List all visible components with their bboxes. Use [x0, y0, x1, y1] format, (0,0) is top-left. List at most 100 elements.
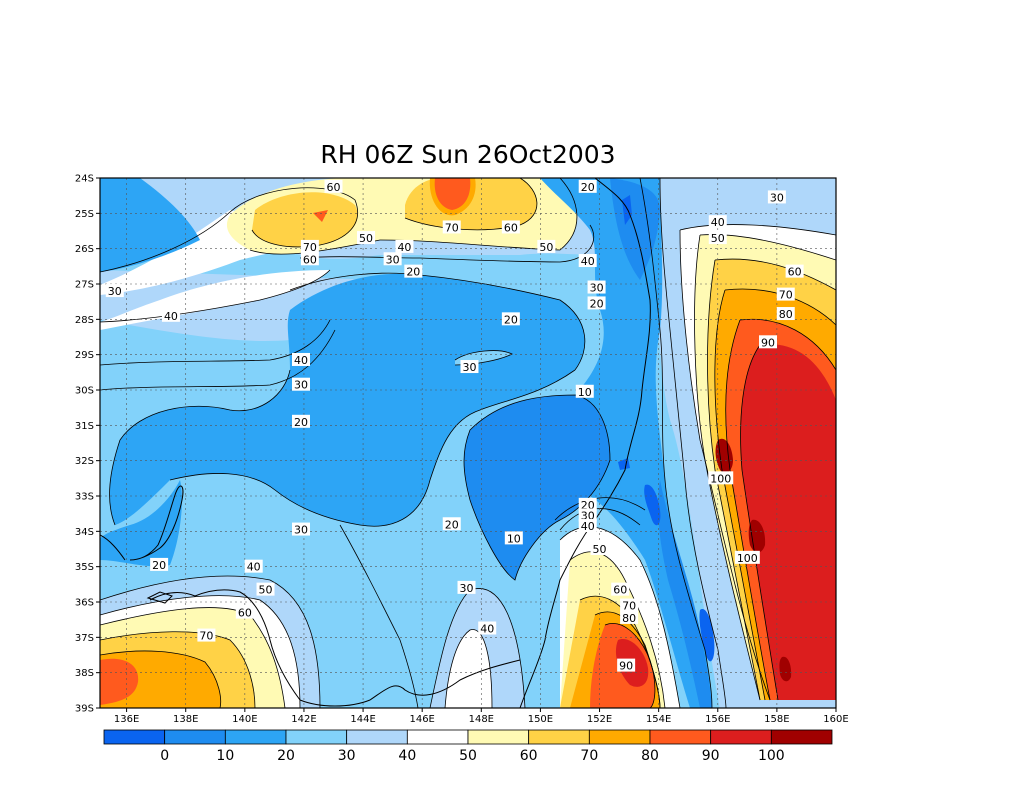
lon-tick-label: 140E: [232, 714, 257, 725]
lat-tick-label: 28S: [75, 315, 94, 326]
contour-label-bg: [291, 522, 310, 536]
lon-tick-label: 136E: [114, 714, 139, 725]
contour-label: 50: [708, 231, 727, 245]
fill-region-0-10-4: [622, 195, 632, 225]
contour-label: 80: [776, 307, 795, 321]
lat-tick-label: 25S: [75, 209, 94, 220]
contour-label-bg: [537, 239, 556, 253]
contour-label-text: 60: [327, 181, 341, 194]
contour-label-text: 50: [593, 543, 607, 556]
contour-label-bg: [578, 254, 597, 268]
lat-tick-label: 34S: [75, 527, 94, 538]
colorbar-swatch: [588, 729, 651, 745]
colorbar-swatch: [467, 729, 530, 745]
contour-label-bg: [620, 598, 639, 612]
contour-label: 50: [537, 239, 556, 254]
contour-label-bg: [324, 179, 343, 193]
contour-label: 40: [291, 352, 310, 367]
contour-label-bg: [478, 621, 497, 635]
contour-label: 100: [734, 550, 760, 565]
contour-label-bg: [457, 580, 476, 594]
contour-line-7: [169, 369, 576, 527]
lon-tick-label: 148E: [469, 714, 494, 725]
contour-label: 40: [244, 559, 263, 574]
colorbar-swatch: [406, 729, 469, 745]
latitude-axis: 24S 25S 26S 27S 28S 29S 30S 31S 32S 33S 34S 35S 36S 3…: [75, 174, 100, 715]
contour-label-bg: [578, 519, 597, 533]
contour-label: 50: [256, 582, 275, 597]
contour-label-bg: [785, 264, 804, 278]
contour-line-42: [109, 439, 121, 526]
contour-label-text: 30: [590, 282, 604, 295]
fill-region-90-100-n: [434, 178, 471, 210]
contour-label-text: 30: [386, 253, 400, 266]
contour-label: 60: [324, 179, 343, 194]
contour-label-text: 40: [581, 255, 595, 268]
lat-tick-label: 37S: [75, 633, 94, 644]
contour-label-bg: [708, 215, 727, 229]
contour-label-bg: [105, 284, 124, 298]
contour-label: 40: [161, 308, 180, 323]
lat-tick-label: 39S: [75, 704, 94, 715]
contour-line-11: [119, 369, 291, 441]
contour-label-text: 70: [779, 289, 793, 302]
contour-label: 70: [442, 220, 461, 234]
contour-label-text: 90: [761, 336, 775, 349]
contour-label: 70: [620, 598, 639, 613]
contour-label: 80: [620, 610, 639, 625]
contour-label-bg: [460, 360, 479, 374]
contour-label-text: 30: [294, 379, 308, 392]
contour-label: 70: [197, 628, 216, 643]
contour-label: 10: [504, 531, 523, 545]
contour-label-text: 20: [152, 559, 166, 572]
contour-label-text: 40: [480, 623, 494, 636]
contour-label: 30: [291, 377, 310, 392]
contour-label: 70: [776, 287, 795, 302]
contour-label-bg: [611, 582, 630, 596]
contour-line-10: [100, 329, 336, 391]
contour-label-text: 60: [238, 607, 252, 620]
lon-tick-label: 152E: [587, 714, 612, 725]
contour-label-bg: [291, 352, 310, 366]
contour-line-21: [714, 289, 766, 701]
contour-label-bg: [504, 531, 523, 545]
colorbar-swatch: [224, 729, 287, 745]
contour-label: 90: [759, 335, 778, 349]
contour-label: 40: [578, 519, 597, 533]
contour-line-23: [740, 344, 779, 701]
contour-label-bg: [357, 231, 376, 245]
contour-line-18: [679, 229, 771, 701]
contour-label-text: 20: [445, 518, 459, 531]
contour-label-text: 20: [504, 313, 518, 326]
contour-line-37: [100, 631, 256, 708]
colorbar-label: 70: [580, 748, 598, 764]
colorbar-label: 40: [398, 748, 416, 764]
colorbar-swatch: [346, 729, 408, 745]
contour-label-bg: [578, 179, 597, 193]
contour-label: 20: [442, 517, 461, 531]
contour-label-text: 40: [397, 241, 411, 254]
contour-label-bg: [235, 605, 254, 619]
contour-line-12: [463, 394, 611, 581]
contour-label-text: 40: [247, 561, 261, 574]
contour-label-bg: [734, 550, 760, 564]
contour-label-bg: [442, 517, 461, 531]
contour-line-24: [714, 258, 836, 291]
contour-label: 30: [383, 252, 402, 266]
contour-label: 90: [617, 658, 636, 673]
lat-tick-label: 26S: [75, 244, 94, 255]
colorbar-label: 80: [641, 748, 659, 764]
contour-line-26: [739, 318, 836, 371]
contour-label-text: 50: [711, 232, 725, 245]
contour-label-text: 80: [622, 612, 636, 625]
contour-label: 100: [708, 471, 734, 485]
contour-label-bg: [620, 610, 639, 624]
contour-label: 60: [235, 605, 254, 620]
contour-label-bg: [708, 471, 734, 485]
colorbar-label: 20: [277, 748, 295, 764]
contour-label-bg: [244, 559, 263, 573]
fill-region-50-60-west: [100, 270, 330, 330]
contour-label-bg: [256, 582, 275, 596]
lat-tick-label: 33S: [75, 492, 94, 503]
